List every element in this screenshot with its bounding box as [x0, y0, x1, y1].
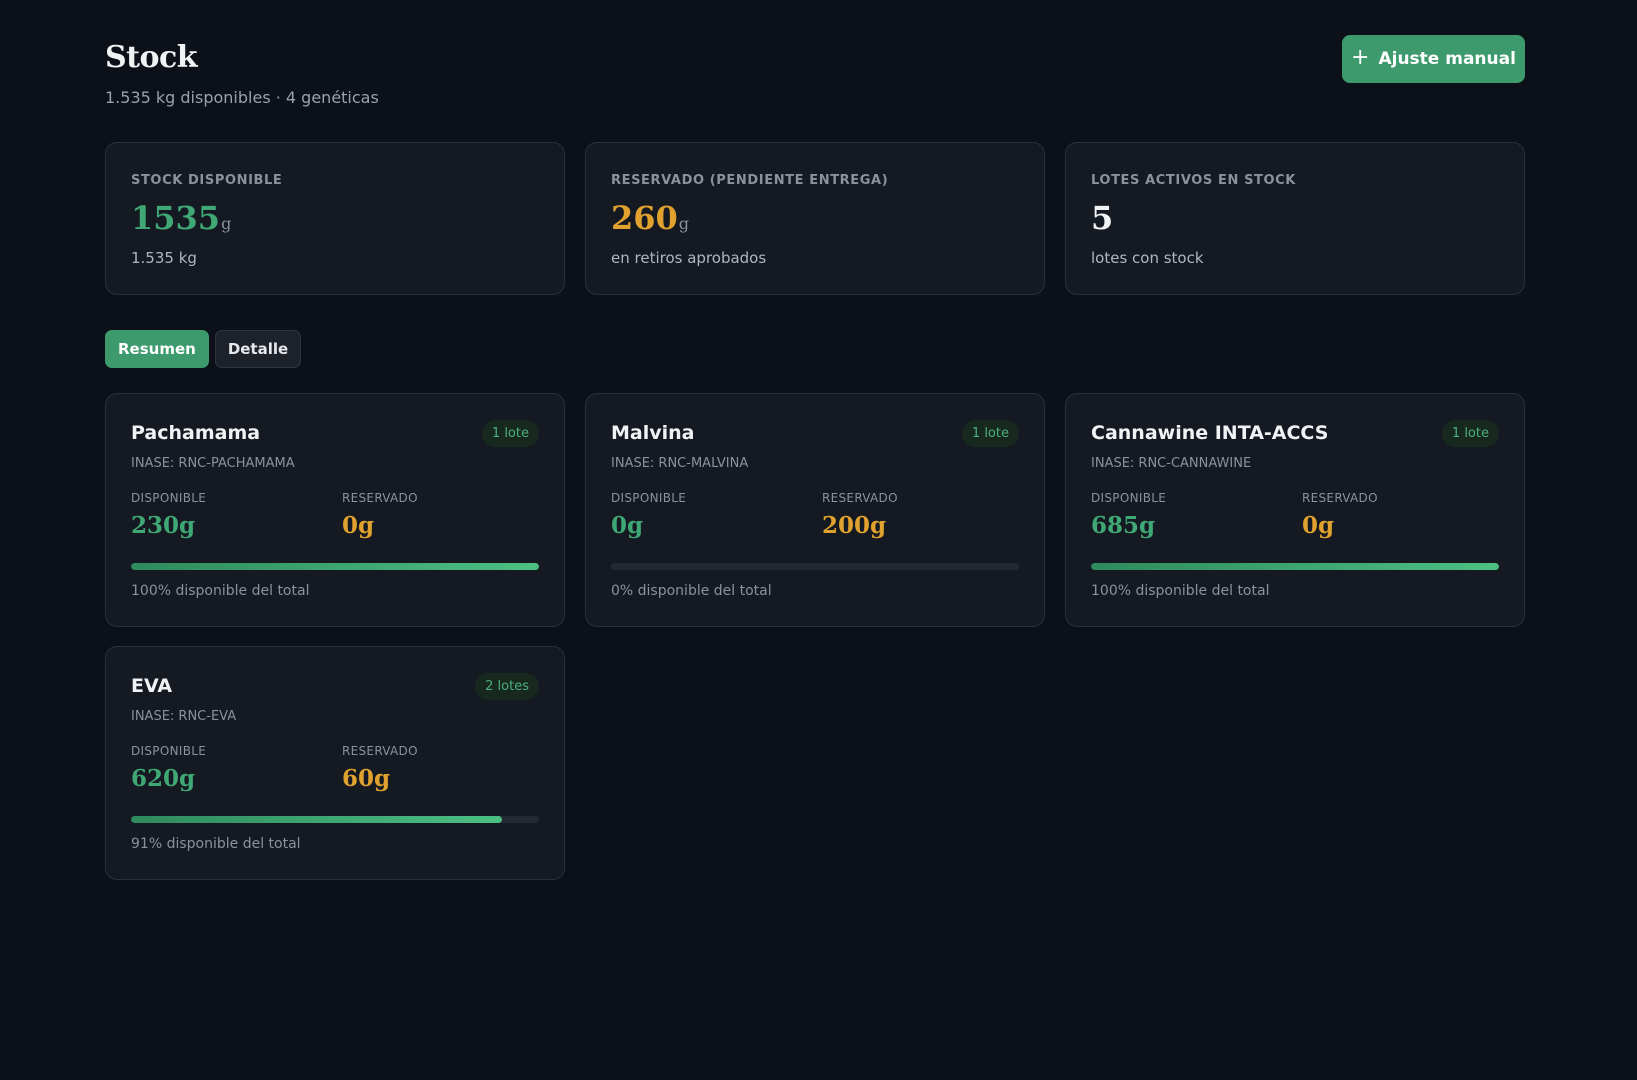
genetica-name: Pachamama: [131, 422, 261, 444]
availability-bar: [131, 816, 539, 823]
genetica-name: Malvina: [611, 422, 695, 444]
availability-bar: [131, 563, 539, 570]
inase-code: INASE: RNC-EVA: [131, 709, 237, 724]
stat-number: 5: [1091, 199, 1114, 237]
stat-sub: en retiros aprobados: [611, 249, 767, 267]
disponible-value: 230g: [131, 512, 196, 539]
reservado-label: RESERVADO: [342, 491, 418, 505]
stat-card-disponible: STOCK DISPONIBLE 1535g 1.535 kg: [105, 142, 565, 295]
stat-label: LOTES ACTIVOS EN STOCK: [1091, 173, 1296, 188]
ajuste-manual-label: Ajuste manual: [1378, 49, 1516, 69]
reservado-value: 60g: [342, 765, 391, 792]
stat-sub: 1.535 kg: [131, 249, 197, 267]
reservado-value: 200g: [822, 512, 887, 539]
stat-unit: g: [221, 214, 232, 233]
stat-number: 1535: [131, 199, 221, 237]
reservado-value: 0g: [1302, 512, 1335, 539]
availability-bar-fill: [131, 816, 503, 823]
availability-caption: 100% disponible del total: [131, 583, 310, 599]
stat-card-lotes: LOTES ACTIVOS EN STOCK 5 lotes con stock: [1065, 142, 1525, 295]
lote-badge: 1 lote: [481, 420, 539, 447]
lote-badge: 2 lotes: [475, 673, 539, 700]
availability-bar: [1091, 563, 1499, 570]
genetica-card-cannawine[interactable]: Cannawine INTA-ACCS 1 lote INASE: RNC-CA…: [1065, 393, 1525, 627]
disponible-value: 685g: [1091, 512, 1156, 539]
stat-label: STOCK DISPONIBLE: [131, 173, 283, 188]
reservado-label: RESERVADO: [1302, 491, 1378, 505]
stat-unit: g: [678, 214, 690, 233]
tab-detalle[interactable]: Detalle: [214, 330, 302, 368]
inase-code: INASE: RNC-MALVINA: [611, 456, 749, 471]
availability-bar-fill: [1091, 563, 1499, 570]
availability-bar-fill: [131, 563, 539, 570]
genetica-card-pachamama[interactable]: Pachamama 1 lote INASE: RNC-PACHAMAMA DI…: [105, 393, 565, 627]
page-header: Stock 1.535 kg disponibles · 4 genéticas…: [105, 0, 1525, 142]
stat-value: 260g: [611, 199, 689, 237]
stat-card-reservado: RESERVADO (PENDIENTE ENTREGA) 260g en re…: [585, 142, 1045, 295]
genetica-name: Cannawine INTA-ACCS: [1091, 422, 1329, 444]
disponible-label: DISPONIBLE: [611, 491, 687, 505]
stat-number: 260: [611, 199, 678, 237]
availability-caption: 0% disponible del total: [611, 583, 772, 599]
ajuste-manual-button[interactable]: + Ajuste manual: [1342, 35, 1525, 83]
genetica-card-malvina[interactable]: Malvina 1 lote INASE: RNC-MALVINA DISPON…: [585, 393, 1045, 627]
stat-sub: lotes con stock: [1091, 249, 1204, 267]
stats-row: STOCK DISPONIBLE 1535g 1.535 kg RESERVAD…: [105, 142, 1525, 295]
genetica-name: EVA: [131, 675, 173, 697]
reservado-label: RESERVADO: [822, 491, 898, 505]
disponible-value: 620g: [131, 765, 196, 792]
stat-label: RESERVADO (PENDIENTE ENTREGA): [611, 173, 889, 188]
stat-value: 5: [1091, 199, 1113, 237]
reservado-value: 0g: [342, 512, 375, 539]
disponible-label: DISPONIBLE: [1091, 491, 1167, 505]
disponible-value: 0g: [611, 512, 644, 539]
view-tabs: Resumen Detalle: [105, 330, 302, 368]
disponible-label: DISPONIBLE: [131, 744, 207, 758]
availability-bar: [611, 563, 1019, 570]
tab-resumen[interactable]: Resumen: [105, 330, 209, 368]
genetica-card-eva[interactable]: EVA 2 lotes INASE: RNC-EVA DISPONIBLE RE…: [105, 646, 565, 880]
inase-code: INASE: RNC-CANNAWINE: [1091, 456, 1252, 471]
availability-caption: 100% disponible del total: [1091, 583, 1270, 599]
lote-badge: 1 lote: [1441, 420, 1499, 447]
stat-value: 1535g: [131, 199, 231, 237]
lote-badge: 1 lote: [961, 420, 1019, 447]
availability-caption: 91% disponible del total: [131, 836, 301, 852]
plus-icon: +: [1351, 45, 1370, 70]
inase-code: INASE: RNC-PACHAMAMA: [131, 456, 295, 471]
stock-page: Stock 1.535 kg disponibles · 4 genéticas…: [105, 0, 1525, 880]
reservado-label: RESERVADO: [342, 744, 418, 758]
page-subtitle: 1.535 kg disponibles · 4 genéticas: [105, 88, 379, 107]
disponible-label: DISPONIBLE: [131, 491, 207, 505]
page-title: Stock: [105, 40, 198, 75]
